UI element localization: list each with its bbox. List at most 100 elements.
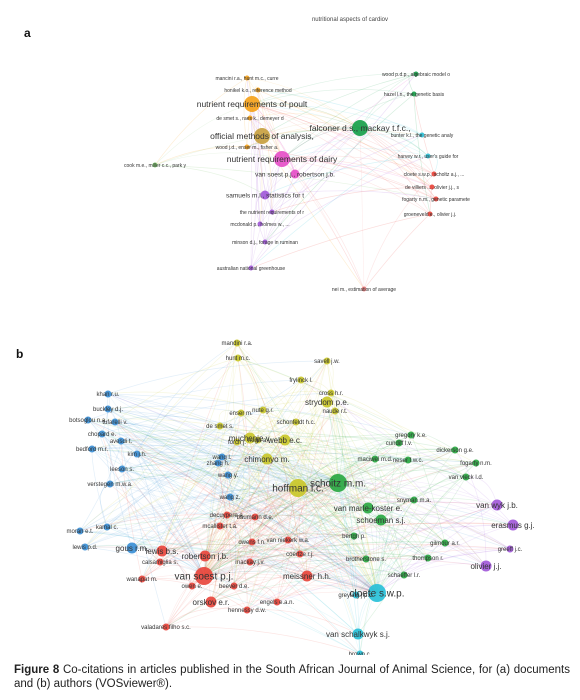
panel-b-node-cross-h-r [327, 389, 335, 397]
panel-a-link [271, 127, 361, 213]
panel-b-node-wang-z [226, 493, 234, 501]
panel-b-link [262, 409, 299, 489]
panel-a-link [251, 103, 437, 200]
panel-b-label-van-vleck-l-d: van vleck l.d. [449, 475, 484, 481]
panel-b-link [84, 543, 367, 560]
panel-b-link [121, 454, 268, 470]
panel-b-label-gilmour-a-r: gilmour a.r. [430, 541, 460, 547]
panel-a-link [261, 73, 417, 137]
panel-b-link [203, 570, 378, 594]
panel-b-link [141, 516, 256, 580]
panel-b-link [376, 542, 446, 594]
panel-b-link [131, 547, 205, 577]
panel-b-link [87, 419, 111, 485]
panel-a-node-van-soest-p-j-robertson-j-b [290, 169, 300, 179]
panel-b-link [165, 439, 286, 628]
panel-b-link [297, 360, 328, 489]
panel-a-link [251, 103, 273, 213]
panel-b-link [120, 440, 167, 628]
panel-a-edges [154, 73, 438, 290]
panel-a-link [251, 73, 417, 105]
panel-b-link [101, 392, 332, 435]
panel-b-link [227, 474, 378, 594]
panel-b-link [136, 451, 339, 484]
panel-a-link [281, 148, 429, 160]
panel-b-link [276, 462, 477, 603]
panel-b-link [297, 410, 336, 489]
panel-b-link [107, 408, 205, 577]
panel-b-link [107, 393, 378, 594]
panel-a-node-hazel-l-n-the-genetic-basis [411, 91, 417, 97]
panel-b-link [120, 440, 221, 527]
panel-b-link [334, 410, 400, 444]
panel-b-link [236, 441, 299, 489]
panel-b-link [204, 543, 511, 557]
panel-b-link [121, 468, 205, 577]
panel-b-link [101, 433, 339, 484]
panel-b-link [251, 482, 339, 543]
panel-b-link [161, 342, 238, 552]
panel-a-node-wood-j-d-enser-m-fisher-a [244, 144, 250, 150]
panel-b-link [337, 449, 456, 484]
panel-b-label-schoeman-s-j: schoeman s.j. [356, 516, 405, 525]
panel-b-link [376, 462, 477, 594]
panel-b-node-kamal-c [103, 523, 111, 531]
panel-b-node-chimonyo-m [261, 453, 273, 465]
panel-b-letter: b [16, 347, 24, 361]
panel-b-link [232, 342, 238, 443]
panel-b-node-van-schalkwyk-s-j [352, 628, 364, 640]
panel-b-node-brown-c [356, 650, 364, 655]
panel-b-label-thompson-r: thompson r. [412, 556, 444, 562]
panel-b-link [107, 408, 299, 489]
panel-b-link [221, 456, 378, 594]
panel-b-link [229, 360, 328, 498]
panel-a-link [154, 164, 437, 200]
panel-b-link [240, 412, 378, 594]
panel-b-label-bedford-m-r: bedford m.r. [76, 447, 108, 453]
panel-b-label-schoitz-m-m: schoitz m.m. [310, 479, 366, 490]
panel-b-link [203, 409, 264, 577]
panel-b-link [131, 442, 400, 549]
panel-b-node-engels-e-a-n [273, 598, 281, 606]
panel-a-link [249, 117, 296, 175]
panel-b-nodes [76, 339, 519, 655]
panel-b-link [254, 462, 477, 518]
panel-b-link [337, 448, 456, 484]
panel-b-link [337, 434, 412, 484]
panel-b-link [219, 523, 253, 543]
panel-b-link [326, 401, 378, 594]
figure-label: Figure 8 [14, 664, 60, 676]
panel-b-link [297, 487, 487, 567]
panel-a-link [257, 89, 283, 160]
panel-b-link [107, 408, 357, 596]
panel-a-link [257, 89, 433, 188]
panel-a-label-harvey-w-r-user-s-guide-for: harvey w.r., user's guide for [398, 154, 459, 160]
panel-b-label-fogarty-n-m: fogarty n.m. [460, 461, 492, 467]
panel-b-link [109, 473, 299, 489]
panel-b-link [337, 482, 359, 635]
panel-b-link [240, 412, 299, 489]
panel-b-link [165, 487, 299, 628]
panel-b-link [203, 571, 357, 596]
panel-b-link [376, 449, 456, 594]
panel-b-link [240, 412, 367, 560]
panel-b-link [297, 487, 378, 594]
panel-b-link [262, 409, 400, 444]
panel-b-node-van-niekerk-w-a [284, 536, 292, 544]
panel-b-link [262, 390, 332, 411]
panel-b-link [161, 550, 378, 594]
panel-b-node-schaeffer-l-r [400, 571, 408, 579]
panel-b-link [297, 487, 511, 550]
panel-b-node-meissner-h-h [301, 570, 313, 582]
panel-b-link [295, 421, 378, 594]
panel-b-label-moran-e-t: moran e.t. [66, 529, 93, 535]
panel-a-link [250, 158, 283, 269]
panel-b-link [191, 439, 286, 587]
panel-b-link [136, 342, 238, 455]
panel-b-link [262, 409, 446, 544]
panel-b-link [106, 487, 299, 528]
panel-b-link [367, 507, 511, 550]
panel-b-link [136, 438, 238, 455]
panel-a-node-australian-national-greenhouse [248, 265, 254, 271]
panel-b-link [203, 550, 301, 577]
